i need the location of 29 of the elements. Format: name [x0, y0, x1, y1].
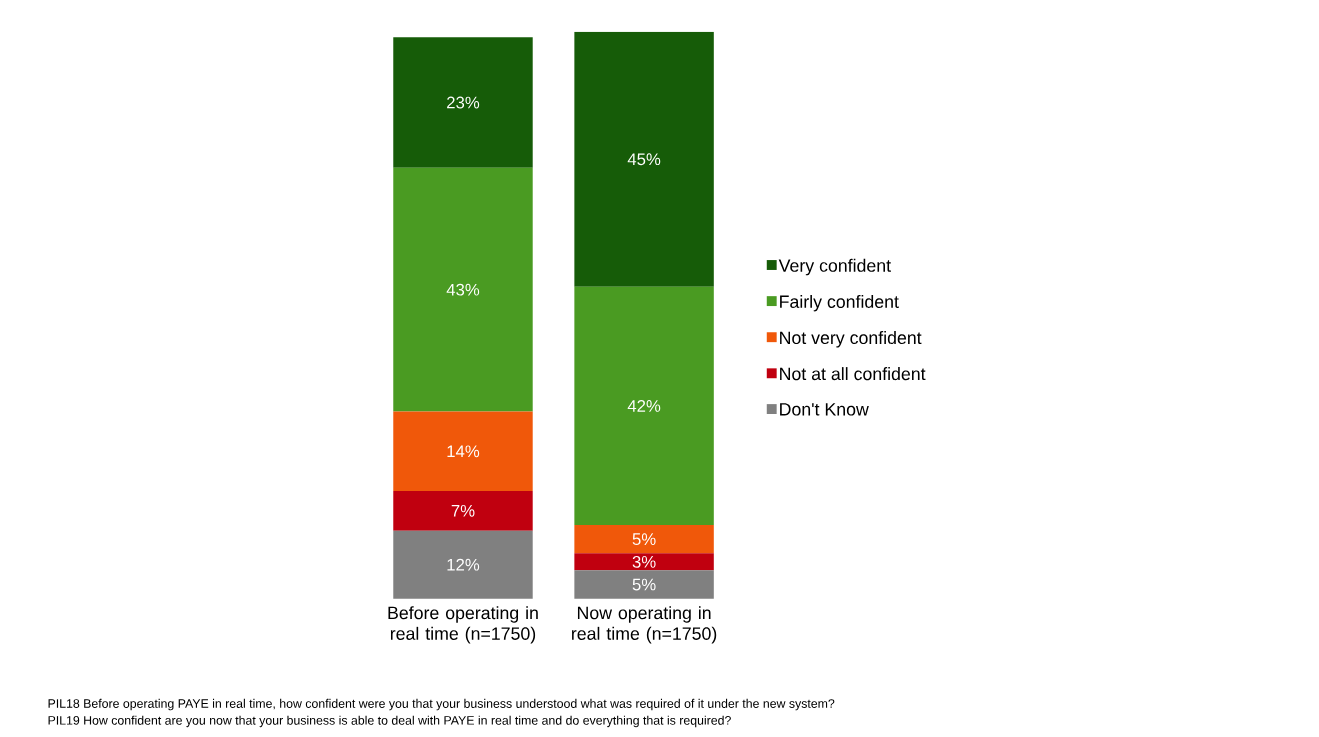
bar [574, 286, 714, 525]
legend-label: Very confident [778, 258, 891, 276]
x-tick-label: Before operating in real time (n=1750) [388, 606, 538, 644]
bar [393, 411, 533, 491]
bar [574, 570, 714, 599]
bar [574, 31, 714, 287]
legend-label: Fairly confident [780, 294, 899, 312]
legend-label: Don't Know [780, 403, 869, 416]
bar [393, 530, 533, 599]
data-label: 7% [451, 504, 475, 517]
data-label: 5% [632, 533, 656, 545]
legend-label: Not very confident [780, 330, 922, 348]
x-tick-label: Now operating in real time (n=1750) [572, 606, 717, 644]
data-label: 23% [447, 96, 480, 109]
legend-label: Not at all confident [780, 366, 926, 381]
data-label: 5% [632, 578, 656, 591]
data-label: 45% [627, 153, 661, 166]
text: PIL19 How confident are you now that your business is able to deal with PAYE in real time and do everything that is required? [48, 715, 731, 728]
bar [393, 167, 533, 412]
data-label: 12% [447, 558, 480, 571]
bar [393, 37, 533, 168]
data-label: 14% [447, 445, 480, 458]
bar [574, 553, 714, 571]
bar [393, 490, 533, 531]
text: PIL18 Before operating PAYE in real time, how confident were you that your business understood what was required of it under the new system? [48, 698, 835, 711]
data-label: 43% [446, 283, 480, 296]
bar [574, 524, 714, 554]
data-label: 42% [627, 399, 661, 412]
data-label: 3% [632, 555, 656, 568]
